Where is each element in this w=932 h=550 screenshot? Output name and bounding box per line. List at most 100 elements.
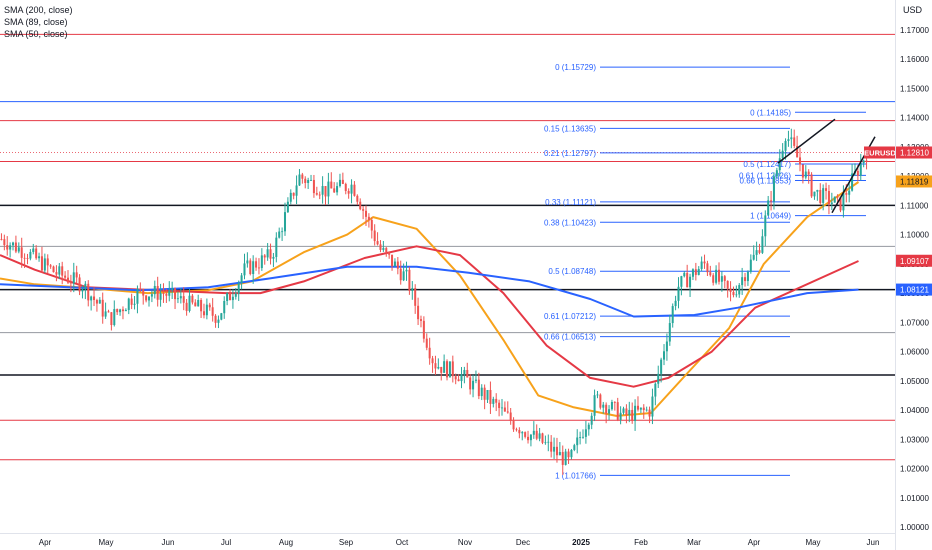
candle-body [402,271,405,281]
candle-body [188,295,191,311]
currency-label: USD [903,5,923,15]
candle-body [434,363,437,369]
candle-body [570,449,573,458]
candle-body [474,379,477,381]
y-tick-7: 1.10000 [900,231,929,240]
candle-body [810,174,813,197]
legend-item-sma89[interactable]: SMA (89, close) [4,17,68,27]
candle-body [14,242,17,252]
candle-body [726,280,729,289]
candle-body [608,409,611,414]
candle-body [35,248,38,259]
legend-item-sma200[interactable]: SMA (200, close) [4,5,73,15]
candle-body [613,402,616,403]
candle-body [715,269,718,283]
candle-body [321,186,324,195]
candle-body [859,162,862,176]
candle-body [425,338,428,348]
candle-body [393,261,396,267]
candle-body [364,210,368,217]
candle-body [532,430,535,435]
candle-body [764,215,767,237]
candlesticks [0,128,868,475]
fib-left-label-8: 1 (1.01766) [555,471,596,480]
trendline-upper [777,118,836,164]
x-tick-6: Oct [396,538,409,547]
candle-body [775,170,778,177]
candle-body [200,299,203,312]
legend-item-sma50[interactable]: SMA (50, close) [4,29,68,39]
candle-body [116,309,119,313]
candle-body [405,269,408,272]
candle-body [717,269,721,282]
price-axis-divider [895,0,896,550]
x-tick-8: Dec [516,538,530,547]
candle-body [602,404,605,408]
candle-body [660,359,663,374]
candle-body [95,300,98,304]
candle-body [29,251,32,259]
candle-body [275,237,278,257]
candle-body [798,157,802,165]
candle-body [535,430,538,439]
candle-body [318,194,321,196]
candle-body [500,407,504,409]
candle-body [593,395,596,416]
candle-body [758,250,761,253]
candle-body [628,409,631,416]
candle-body [124,309,127,312]
candle-body [231,296,234,301]
candle-body [350,184,353,194]
candle-body [156,285,159,300]
candle-body [605,404,608,414]
candle-body [422,320,425,339]
candle-body [234,293,237,297]
candle-body [544,442,547,444]
candle-body [58,266,61,275]
candle-body [295,185,298,196]
candle-body [755,250,758,255]
candle-body [466,369,469,378]
candle-body [252,261,255,275]
candle-body [674,300,677,307]
candle-body [257,267,260,269]
candle-body [202,311,205,316]
time-axis[interactable]: Apr May Jun Jul Aug Sep Oct Nov Dec 2025 Feb Mar Apr… [39,538,880,547]
candle-body [697,268,700,275]
indicator-legend: SMA (200, close) SMA (89, close) SMA (50… [4,4,73,40]
candle-body [61,266,64,276]
candle-body [150,294,153,297]
candle-body [98,299,101,304]
candle-body [185,302,188,311]
candle-body [833,196,836,203]
candle-body [480,387,483,397]
candle-body [498,402,501,409]
candle-body [746,271,749,282]
fib-left-label-2: 0.21 (1.12797) [544,149,596,158]
candle-body [428,347,431,359]
x-tick-0: Apr [39,538,52,547]
candle-body [547,441,550,443]
candle-body [87,283,90,301]
candle-body [107,311,110,313]
candle-body [689,276,692,288]
price-axis[interactable]: 1.170001.160001.150001.140001.130001.120… [900,26,929,532]
candle-body [101,299,104,317]
candle-body [336,186,339,193]
candle-body [78,277,81,292]
candle-body [136,288,139,304]
fib-left-label-3: 0.33 (1.11121) [545,198,596,207]
candle-body [130,298,133,305]
candle-body [772,176,775,202]
candle-body [338,179,341,187]
y-tick-14: 1.03000 [900,435,929,444]
candle-body [671,306,674,324]
candle-body [20,247,23,258]
candle-body [625,408,628,416]
candle-body [90,296,93,301]
candle-body [344,183,347,191]
candle-body [176,298,179,300]
candle-body [240,275,243,283]
candle-body [741,277,744,286]
